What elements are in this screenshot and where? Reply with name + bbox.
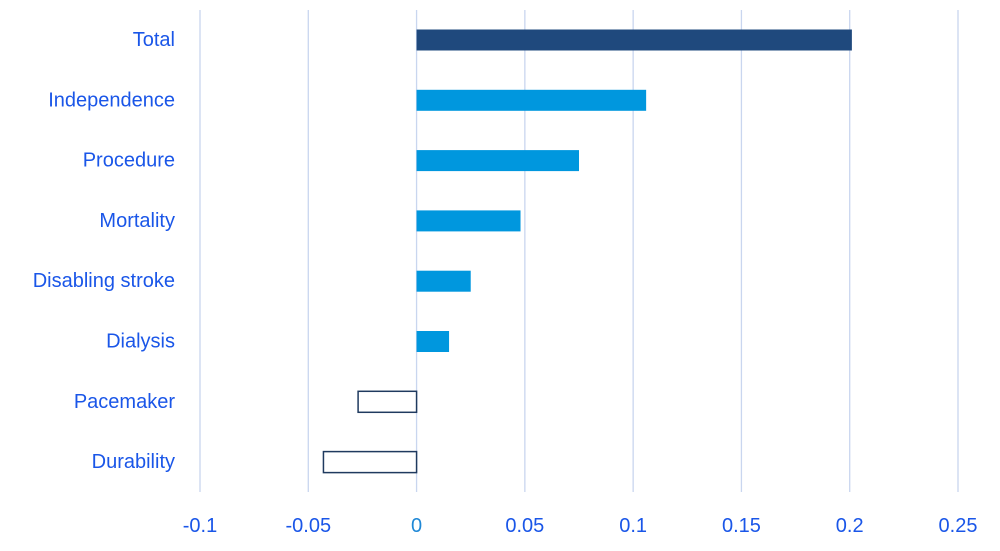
bar-independence [416, 89, 647, 111]
category-label: Pacemaker [74, 391, 175, 413]
bar-dialysis [416, 331, 450, 352]
category-label: Disabling stroke [33, 270, 175, 292]
category-label: Durability [92, 451, 175, 473]
bar-procedure [416, 150, 579, 172]
bar-mortality [416, 210, 521, 232]
category-labels: Total Independence Procedure Mortality Disab… [33, 29, 176, 473]
x-tick-label: 0.2 [836, 515, 864, 537]
x-tick-label: -0.1 [183, 515, 217, 537]
x-tick-label: 0.15 [722, 515, 761, 537]
category-label: Total [133, 29, 175, 51]
category-label: Independence [48, 89, 175, 111]
bar-pacemaker [357, 390, 418, 414]
bars [322, 29, 852, 474]
bar-disabling-stroke [416, 270, 471, 292]
x-tick-label: 0 [411, 515, 422, 537]
gridlines [199, 10, 959, 492]
category-label: Mortality [99, 210, 175, 232]
category-label: Procedure [83, 150, 175, 172]
x-tick-label: 0.05 [505, 515, 544, 537]
x-tick-label: 0.1 [619, 515, 647, 537]
bar-total [416, 29, 852, 51]
x-tick-label: -0.05 [285, 515, 331, 537]
x-tick-label: 0.25 [939, 515, 978, 537]
x-tick-labels: -0.1 -0.05 0 0.05 0.1 0.15 0.2 0.25 [183, 515, 978, 537]
category-label: Dialysis [106, 331, 175, 353]
bar-durability [322, 450, 418, 474]
